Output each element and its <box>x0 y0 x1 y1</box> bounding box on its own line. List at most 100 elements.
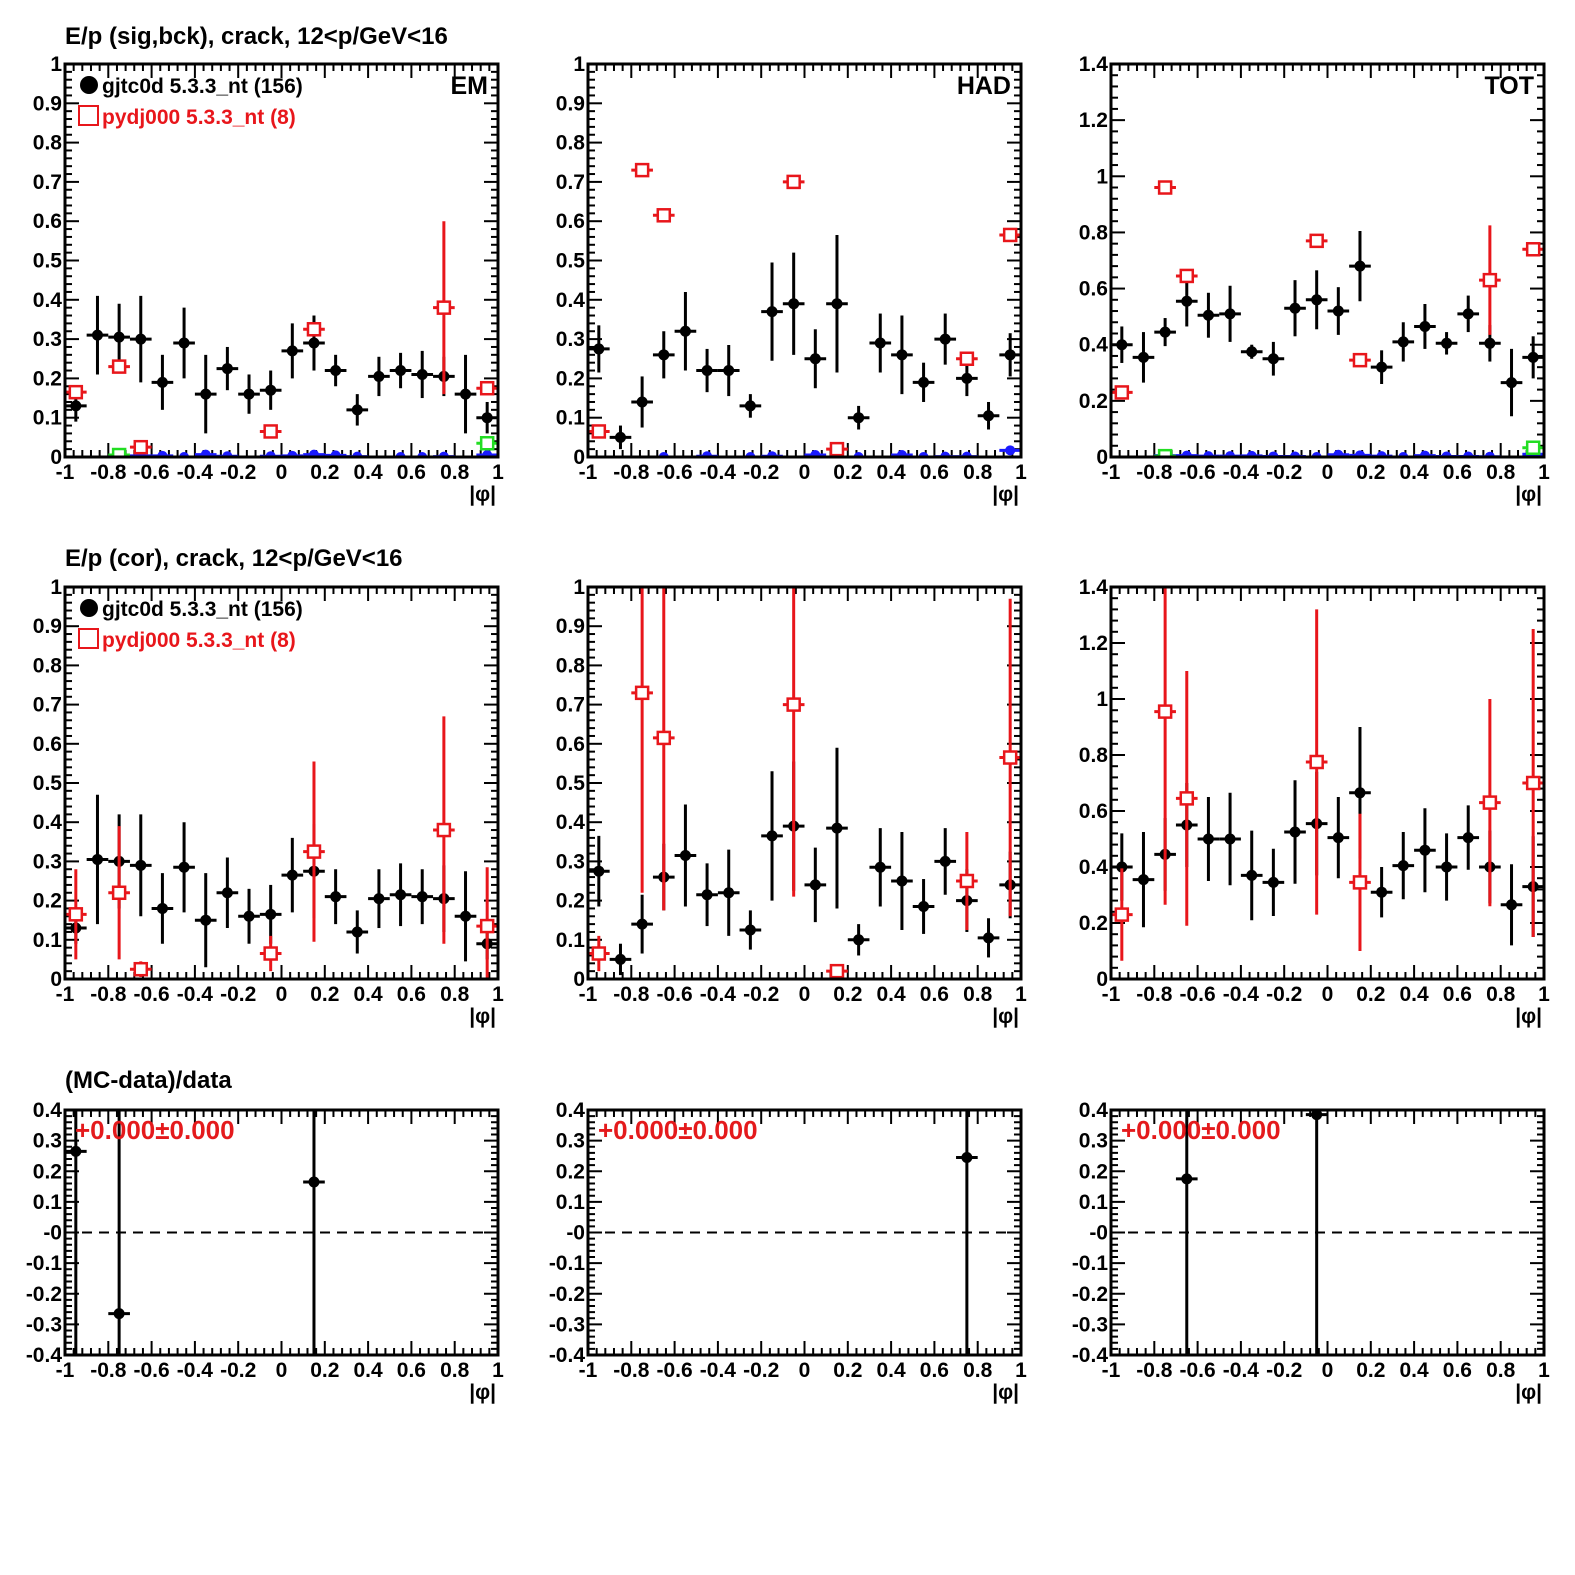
y-tick-label: 1.2 <box>1079 632 1108 655</box>
mc-point <box>436 300 452 315</box>
data-point <box>788 298 800 310</box>
y-tick-label: -0.4 <box>26 1344 63 1367</box>
x-tick-label: -0.8 <box>613 1359 650 1382</box>
data-point <box>1224 308 1236 320</box>
y-axis-ticks <box>1111 1109 1544 1356</box>
y-tick-label: 1 <box>573 576 585 599</box>
data-point <box>809 879 821 891</box>
x-tick-label: 0 <box>799 983 811 1006</box>
x-tick-label: -0.6 <box>657 983 693 1006</box>
x-tick-label: 0.8 <box>440 983 470 1006</box>
x-axis-label: |φ| <box>992 483 1019 506</box>
panel-r1-c0: -1 -0.8 -0.6 -0.4 -0.2 0 0.2 0.4 0.6 0.8 1 0 0.1 0.2 0… <box>33 576 504 1028</box>
y-tick-label: 0.6 <box>556 733 585 756</box>
y-axis-ticks <box>588 1109 1021 1356</box>
y-tick-label: 0.7 <box>556 694 585 717</box>
y-tick-label: 0.4 <box>1079 856 1109 879</box>
y-tick-label: 0 <box>573 968 585 991</box>
x-tick-label: 0.4 <box>1399 461 1429 484</box>
plot-area <box>1111 180 1544 457</box>
data-point <box>91 853 103 865</box>
series-data <box>588 234 1021 450</box>
x-tick-label: 0 <box>799 1359 811 1382</box>
plot-area <box>65 221 498 457</box>
x-axis-label: |φ| <box>992 1381 1019 1404</box>
y-tick-label: 1.2 <box>1079 109 1108 132</box>
x-tick-label: 0.8 <box>440 461 470 484</box>
y-tick-label: -0.3 <box>26 1313 62 1336</box>
data-point <box>723 887 735 899</box>
x-tick-label: 1 <box>1015 983 1027 1006</box>
x-tick-label: -0.6 <box>134 983 170 1006</box>
y-tick-label: 0.1 <box>556 929 586 952</box>
x-tick-label: -1 <box>56 461 75 484</box>
data-point <box>1354 787 1366 799</box>
x-tick-label: 0.6 <box>920 461 949 484</box>
data-point <box>1397 336 1409 348</box>
data-point <box>744 400 756 412</box>
data-point <box>614 953 626 965</box>
y-tick-label: 0.2 <box>1079 390 1108 413</box>
y-tick-label: 0.4 <box>1079 334 1109 357</box>
y-tick-label: 0.1 <box>556 407 586 430</box>
x-tick-label: -0.2 <box>220 461 256 484</box>
data-point <box>1202 833 1214 845</box>
x-tick-label: 0.2 <box>310 461 339 484</box>
mc-point <box>111 359 127 374</box>
y-tick-label: 0.7 <box>556 171 585 194</box>
mc-point <box>436 822 452 838</box>
y-tick-label: -0.4 <box>1072 1344 1109 1367</box>
data-point <box>243 910 255 922</box>
x-tick-label: 0.8 <box>963 461 993 484</box>
x-axis-ticks <box>1110 587 1545 979</box>
x-tick-label: 0.8 <box>1486 1359 1516 1382</box>
y-tick-label: -0.1 <box>549 1252 586 1275</box>
x-tick-label: 0 <box>1322 1359 1334 1382</box>
data-point <box>200 914 212 926</box>
mc-point <box>656 208 672 223</box>
data-point <box>874 337 886 349</box>
y-tick-label: 0.6 <box>1079 278 1108 301</box>
data-point <box>1527 351 1539 363</box>
y-tick-label: 0.1 <box>33 929 63 952</box>
y-tick-label: 0.2 <box>556 367 585 390</box>
mc-point <box>656 730 672 746</box>
x-tick-label: 0.8 <box>440 1359 470 1382</box>
data-point <box>701 365 713 377</box>
data-point <box>416 368 428 380</box>
plot-area <box>588 1110 1021 1355</box>
y-tick-label: 0.2 <box>33 890 62 913</box>
data-point <box>983 932 995 944</box>
y-tick-label: -0.1 <box>26 1252 63 1275</box>
x-tick-label: 0.8 <box>963 1359 993 1382</box>
mc-point <box>1002 227 1018 243</box>
x-tick-label: -1 <box>579 461 598 484</box>
legend-mc-marker <box>78 105 99 126</box>
y-tick-label: 0.8 <box>33 132 63 155</box>
x-axis-label: |φ| <box>469 1381 496 1404</box>
x-tick-label: 1 <box>492 1359 504 1382</box>
legend-mc-label: pydj000 5.3.3_nt (8) <box>102 629 296 652</box>
legend-data-label: gjtc0d 5.3.3_nt (156) <box>102 598 303 621</box>
row-title-cor: E/p (cor), crack, 12<p/GeV<16 <box>65 545 403 572</box>
y-tick-label: 0 <box>50 968 62 991</box>
data-point <box>351 404 363 416</box>
data-point <box>308 1176 320 1188</box>
data-point <box>1004 349 1016 361</box>
x-tick-label: 0.6 <box>920 983 949 1006</box>
plot-frame <box>63 62 500 459</box>
data-point <box>1506 899 1518 911</box>
x-tick-label: -1 <box>579 983 598 1006</box>
panel-r0-c2: -1 -0.8 -0.6 -0.4 -0.2 0 0.2 0.4 0.6 0.8 1 0 0.2 0.4 0… <box>1079 53 1550 506</box>
mc-point <box>1157 704 1173 719</box>
data-point <box>809 353 821 365</box>
series-mc <box>1111 587 1544 961</box>
data-point <box>1116 861 1128 873</box>
y-tick-label: 0.5 <box>556 250 586 273</box>
y-tick-label: 0 <box>573 446 585 469</box>
y-tick-label: 0.4 <box>1079 1099 1109 1122</box>
y-tick-label: 0.2 <box>556 890 585 913</box>
data-point <box>1289 302 1301 314</box>
y-tick-label: 0 <box>50 446 62 469</box>
mc-point <box>68 907 84 922</box>
